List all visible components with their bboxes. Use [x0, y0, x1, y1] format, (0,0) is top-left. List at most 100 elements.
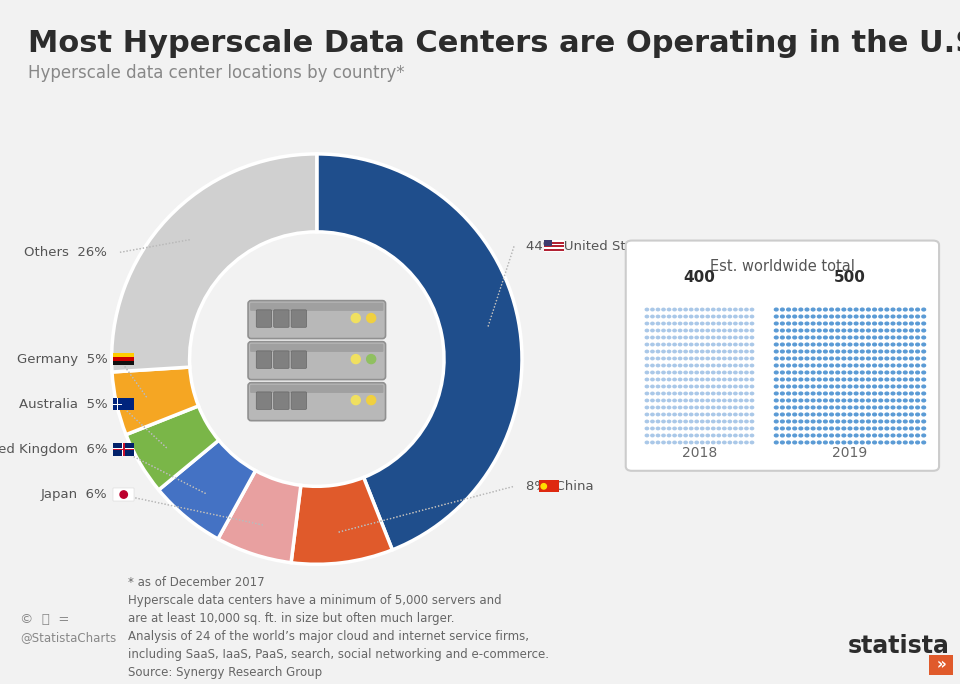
Circle shape — [751, 392, 754, 395]
Circle shape — [916, 322, 920, 325]
Circle shape — [775, 357, 779, 360]
Circle shape — [780, 441, 784, 444]
Circle shape — [854, 413, 858, 416]
Circle shape — [729, 350, 732, 353]
Circle shape — [707, 322, 709, 325]
Circle shape — [836, 371, 840, 374]
Circle shape — [667, 371, 671, 373]
Bar — [113, 353, 134, 357]
Circle shape — [811, 308, 815, 311]
Text: Most Hyperscale Data Centers are Operating in the U.S.: Most Hyperscale Data Centers are Operati… — [28, 29, 960, 58]
Circle shape — [824, 378, 828, 381]
Circle shape — [673, 357, 676, 360]
Circle shape — [793, 371, 797, 374]
Circle shape — [867, 315, 871, 318]
Bar — [543, 240, 564, 252]
Circle shape — [684, 399, 687, 402]
Circle shape — [860, 350, 864, 353]
Bar — [543, 250, 564, 252]
Circle shape — [824, 441, 828, 444]
Circle shape — [689, 322, 693, 325]
Circle shape — [667, 315, 671, 318]
Circle shape — [733, 385, 737, 388]
Circle shape — [903, 350, 907, 353]
Circle shape — [723, 441, 726, 444]
Circle shape — [891, 322, 895, 325]
Circle shape — [922, 364, 925, 367]
Circle shape — [729, 371, 732, 373]
Circle shape — [873, 315, 876, 318]
Circle shape — [667, 441, 671, 444]
Circle shape — [684, 337, 687, 339]
Circle shape — [751, 357, 754, 360]
Circle shape — [885, 308, 889, 311]
Circle shape — [824, 406, 828, 409]
Circle shape — [689, 399, 693, 402]
Circle shape — [799, 357, 803, 360]
Circle shape — [751, 343, 754, 345]
Circle shape — [824, 420, 828, 423]
Circle shape — [645, 357, 649, 360]
Circle shape — [745, 406, 748, 409]
Circle shape — [729, 337, 732, 339]
Circle shape — [903, 378, 907, 381]
Circle shape — [711, 428, 715, 430]
Circle shape — [805, 329, 809, 332]
Circle shape — [836, 434, 840, 437]
Circle shape — [860, 343, 864, 346]
Circle shape — [793, 413, 797, 416]
Circle shape — [885, 406, 889, 409]
Circle shape — [793, 350, 797, 353]
Circle shape — [701, 315, 704, 318]
Circle shape — [689, 413, 693, 416]
Circle shape — [775, 336, 779, 339]
Circle shape — [824, 350, 828, 353]
Circle shape — [739, 428, 743, 430]
Circle shape — [916, 385, 920, 388]
Circle shape — [786, 357, 790, 360]
Circle shape — [733, 343, 737, 345]
Circle shape — [817, 434, 821, 437]
Circle shape — [836, 315, 840, 318]
Circle shape — [701, 441, 704, 444]
Circle shape — [811, 329, 815, 332]
Circle shape — [799, 427, 803, 430]
Circle shape — [885, 441, 889, 444]
Circle shape — [684, 350, 687, 353]
Circle shape — [707, 406, 709, 409]
Circle shape — [885, 392, 889, 395]
Circle shape — [701, 406, 704, 409]
Circle shape — [701, 329, 704, 332]
Circle shape — [786, 420, 790, 423]
Circle shape — [903, 427, 907, 430]
Circle shape — [842, 357, 846, 360]
Circle shape — [684, 308, 687, 311]
Circle shape — [842, 336, 846, 339]
Circle shape — [661, 365, 665, 367]
Circle shape — [684, 357, 687, 360]
Circle shape — [351, 354, 360, 364]
Circle shape — [878, 378, 882, 381]
Circle shape — [916, 441, 920, 444]
Circle shape — [729, 420, 732, 423]
Circle shape — [679, 322, 682, 325]
Circle shape — [739, 350, 743, 353]
Circle shape — [916, 329, 920, 332]
Circle shape — [695, 378, 698, 381]
Circle shape — [909, 378, 913, 381]
Circle shape — [848, 406, 852, 409]
Circle shape — [922, 371, 925, 374]
Circle shape — [745, 365, 748, 367]
Circle shape — [805, 406, 809, 409]
Circle shape — [898, 385, 901, 388]
Circle shape — [903, 385, 907, 388]
Circle shape — [903, 308, 907, 311]
Circle shape — [701, 365, 704, 367]
Circle shape — [916, 357, 920, 360]
Circle shape — [673, 365, 676, 367]
Circle shape — [842, 406, 846, 409]
Circle shape — [717, 343, 720, 345]
Circle shape — [723, 406, 726, 409]
FancyBboxPatch shape — [248, 301, 386, 339]
Circle shape — [898, 322, 901, 325]
